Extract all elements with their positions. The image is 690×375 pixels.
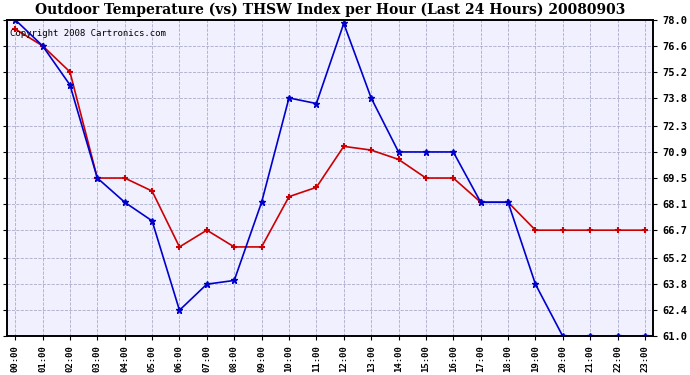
Title: Outdoor Temperature (vs) THSW Index per Hour (Last 24 Hours) 20080903: Outdoor Temperature (vs) THSW Index per … [35,3,625,17]
Text: Copyright 2008 Cartronics.com: Copyright 2008 Cartronics.com [10,29,166,38]
